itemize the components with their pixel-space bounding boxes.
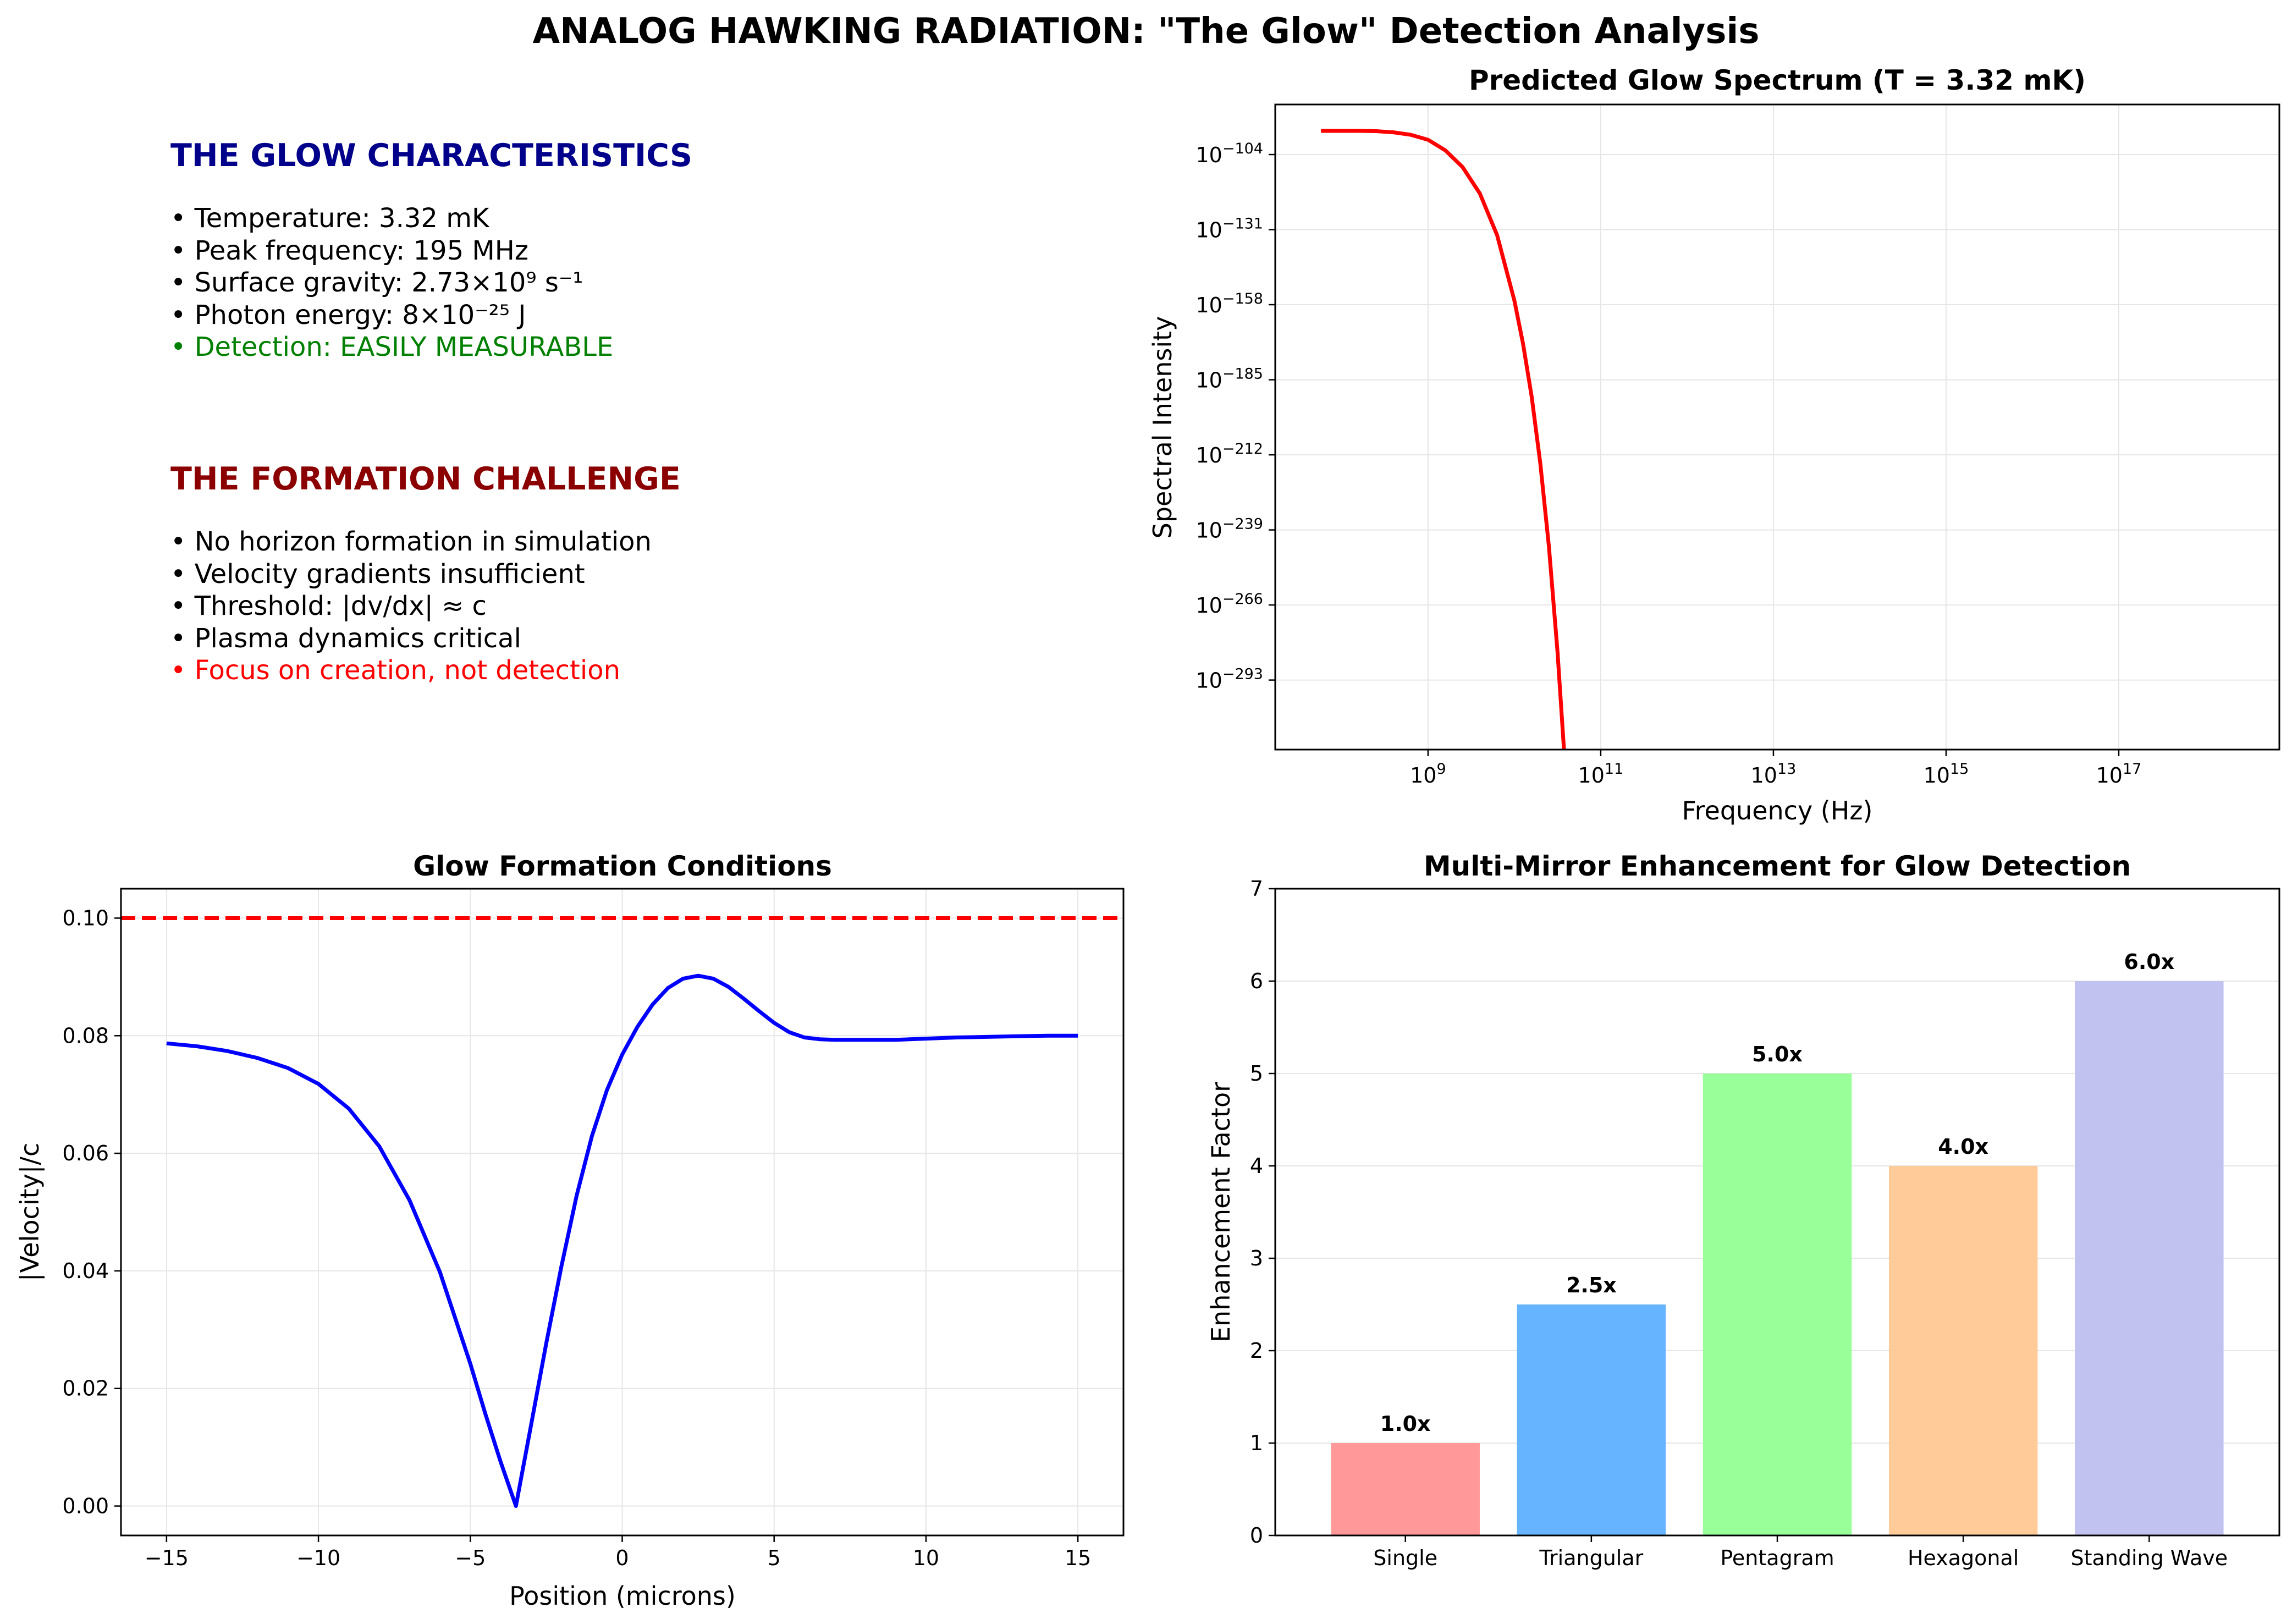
enhancement-category-label: Standing Wave [2070,1546,2228,1570]
spectrum-x-tick-label: 109 [1410,761,1446,788]
formation-y-tick-label: 0.02 [62,1377,109,1401]
formation-challenge-list: • No horizon formation in simulation • V… [170,526,681,687]
formation-y-tick-label: 0.06 [62,1141,109,1165]
formation-y-tick-label: 0.10 [62,906,109,930]
glow-item: • Peak frequency: 195 MHz [170,235,529,266]
formation-grid [121,889,1123,1535]
spectrum-x-tick-label: 1013 [1751,761,1797,788]
spectrum-y-tick-label: 10−266 [1195,591,1263,618]
glow-item: • Photon energy: 8×10⁻²⁵ J [170,299,526,331]
spectrum-x-ticks: 109 1011 1013 1015 1017 [1410,750,2141,788]
glow-item: • Temperature: 3.32 mK [170,203,489,234]
formation-x-tick-label: −5 [455,1546,486,1570]
formation-y-axis-label: |Velocity|/c [15,1143,45,1281]
enhancement-y-tick-label: 2 [1250,1339,1263,1363]
formation-item: • Plasma dynamics critical [170,623,521,654]
spectrum-grid [1275,104,2279,750]
enhancement-y-tick-label: 1 [1250,1431,1263,1455]
enhancement-bar [1703,1074,1852,1535]
glow-item: • Detection: EASILY MEASURABLE [170,332,614,363]
formation-plot-area [121,916,1123,1508]
spectrum-x-tick-label: 1011 [1578,761,1624,788]
spectrum-y-tick-label: 10−158 [1195,290,1263,317]
enhancement-y-tick-label: 7 [1250,877,1263,901]
formation-x-tick-label: 0 [615,1546,629,1570]
spectrum-y-ticks: 10−104 10−131 10−158 10−185 10−212 10−239 10−2… [1195,140,1275,693]
formation-x-tick-label: 5 [768,1546,781,1570]
spectrum-y-tick-label: 10−239 [1195,516,1263,543]
formation-y-tick-label: 0.04 [62,1259,109,1283]
enhancement-bar-value-label: 1.0x [1380,1412,1431,1436]
enhancement-bar-value-label: 2.5x [1566,1273,1617,1297]
enhancement-bar [1331,1443,1480,1535]
spectrum-y-tick-label: 10−212 [1195,441,1263,467]
enhancement-bar [1517,1304,1666,1535]
enhancement-y-tick-label: 4 [1250,1154,1263,1178]
glow-characteristics-heading: THE GLOW CHARACTERISTICS [170,137,693,174]
spectrum-chart: Predicted Glow Spectrum (T = 3.32 mK) 10… [1148,64,2280,825]
spectrum-title: Predicted Glow Spectrum (T = 3.32 mK) [1469,64,2086,96]
formation-x-tick-label: −10 [296,1546,340,1570]
spectrum-y-tick-label: 10−293 [1195,666,1263,693]
enhancement-bars: 1.0x 2.5x 5.0x 4.0x 6.0x [1331,950,2224,1535]
formation-series-line [166,973,1078,1508]
formation-x-tick-label: −15 [145,1546,189,1570]
enhancement-bar [1888,1166,2038,1535]
formation-chart: Glow Formation Conditions −15 −10 −5 0 5 10 15… [15,850,1125,1611]
enhancement-bar-value-label: 4.0x [1938,1135,1988,1159]
enhancement-y-tick-label: 5 [1250,1061,1263,1086]
formation-challenge-block: THE FORMATION CHALLENGE • No horizon for… [170,461,681,687]
formation-x-axis-label: Position (microns) [509,1581,736,1611]
spectrum-x-axis-label: Frequency (Hz) [1682,796,1873,825]
enhancement-y-tick-label: 6 [1250,969,1263,993]
formation-challenge-heading: THE FORMATION CHALLENGE [170,461,681,497]
spectrum-y-tick-label: 10−131 [1195,216,1263,243]
spectrum-x-tick-label: 1015 [1924,761,1969,788]
spectrum-x-tick-label: 1017 [2096,761,2142,788]
spectrum-y-tick-label: 10−104 [1195,140,1263,167]
formation-x-tick-label: 10 [913,1546,939,1570]
formation-y-tick-label: 0.00 [62,1494,109,1518]
formation-item: • Threshold: |dv/dx| ≈ c [170,591,487,622]
enhancement-category-label: Triangular [1539,1546,1643,1570]
enhancement-bar [2075,981,2224,1535]
glow-item: • Surface gravity: 2.73×10⁹ s⁻¹ [170,267,583,299]
enhancement-category-label: Hexagonal [1908,1546,2019,1570]
enhancement-y-tick-label: 3 [1250,1246,1263,1270]
glow-characteristics-list: • Temperature: 3.32 mK • Peak frequency:… [170,202,692,364]
enhancement-category-label: Pentagram [1720,1546,1834,1570]
enhancement-chart: Multi-Mirror Enhancement for Glow Detect… [1206,850,2280,1570]
spectrum-axes-frame [1274,103,2280,751]
enhancement-bar-value-label: 6.0x [2124,950,2174,974]
enhancement-bar-value-label: 5.0x [1752,1042,1803,1066]
enhancement-title: Multi-Mirror Enhancement for Glow Detect… [1424,850,2131,882]
formation-item: • Velocity gradients insufficient [170,558,585,590]
figure-suptitle: ANALOG HAWKING RADIATION: "The Glow" Det… [533,11,1760,52]
enhancement-category-label: Single [1373,1546,1437,1570]
enhancement-y-axis-label: Enhancement Factor [1206,1082,1236,1342]
spectrum-plot-area [1321,129,1566,750]
formation-x-tick-label: 15 [1065,1546,1091,1570]
formation-title: Glow Formation Conditions [413,850,832,882]
enhancement-y-ticks: 0 1 2 3 4 5 6 7 [1250,877,1275,1548]
formation-item: • No horizon formation in simulation [170,526,652,557]
formation-item: • Focus on creation, not detection [170,655,620,686]
spectrum-series-line [1321,129,1566,750]
formation-x-ticks: −15 −10 −5 0 5 10 15 [145,1535,1091,1570]
glow-characteristics-block: THE GLOW CHARACTERISTICS • Temperature: … [170,137,692,364]
enhancement-x-ticks: Single Triangular Pentagram Hexagonal Standi… [1373,1535,2228,1570]
formation-y-ticks: 0.00 0.02 0.04 0.06 0.08 0.10 [62,906,121,1518]
formation-y-tick-label: 0.08 [62,1023,109,1048]
enhancement-y-tick-label: 0 [1250,1523,1263,1548]
spectrum-y-tick-label: 10−185 [1195,366,1263,393]
spectrum-y-axis-label: Spectral Intensity [1148,316,1177,539]
